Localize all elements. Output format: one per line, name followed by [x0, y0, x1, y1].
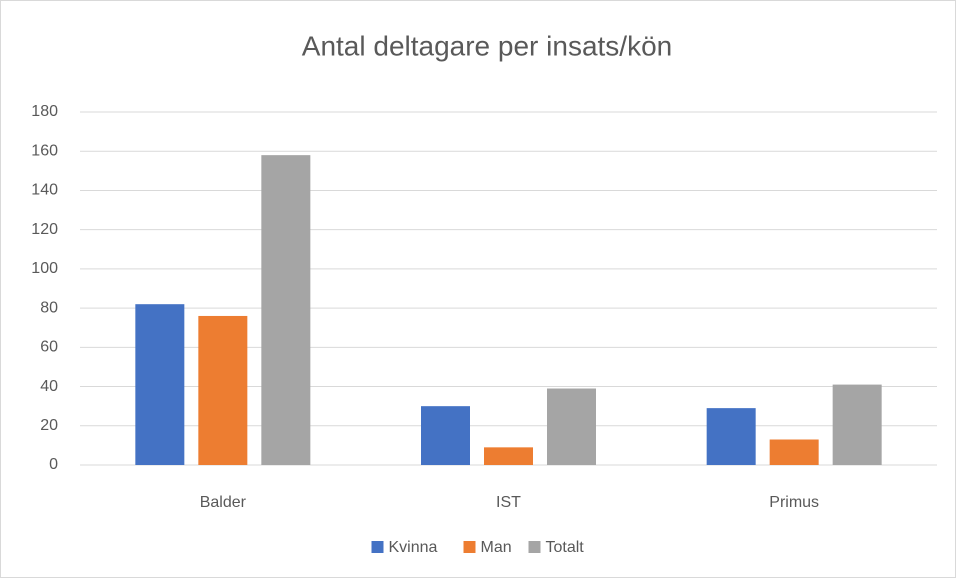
y-tick-label: 0	[49, 456, 58, 473]
y-tick-label: 140	[31, 182, 58, 199]
legend-swatch	[371, 541, 384, 553]
legend-label: Kvinna	[389, 539, 438, 556]
y-tick-label: 100	[31, 260, 58, 277]
y-tick-label: 60	[40, 339, 58, 356]
legend-label: Man	[481, 539, 512, 556]
bar	[261, 155, 311, 465]
y-tick-label: 80	[40, 299, 58, 316]
y-tick-label: 20	[40, 417, 58, 434]
x-tick-label: IST	[496, 494, 521, 511]
bar	[832, 384, 882, 465]
legend-swatch	[463, 541, 476, 553]
bar	[769, 439, 819, 465]
y-tick-label: 120	[31, 221, 58, 238]
bar	[421, 406, 470, 465]
chart-title: Antal deltagare per insats/kön	[302, 30, 672, 61]
y-tick-label: 40	[40, 378, 58, 395]
bar	[198, 315, 248, 465]
bar	[547, 388, 596, 465]
legend-label: Totalt	[546, 539, 585, 556]
bar	[706, 408, 756, 465]
x-tick-label: Balder	[200, 494, 247, 511]
y-tick-label: 160	[31, 142, 58, 159]
bar	[135, 304, 185, 465]
bar	[484, 447, 533, 465]
y-tick-label: 180	[31, 103, 58, 120]
legend-swatch	[528, 541, 541, 553]
x-tick-label: Primus	[769, 494, 819, 511]
